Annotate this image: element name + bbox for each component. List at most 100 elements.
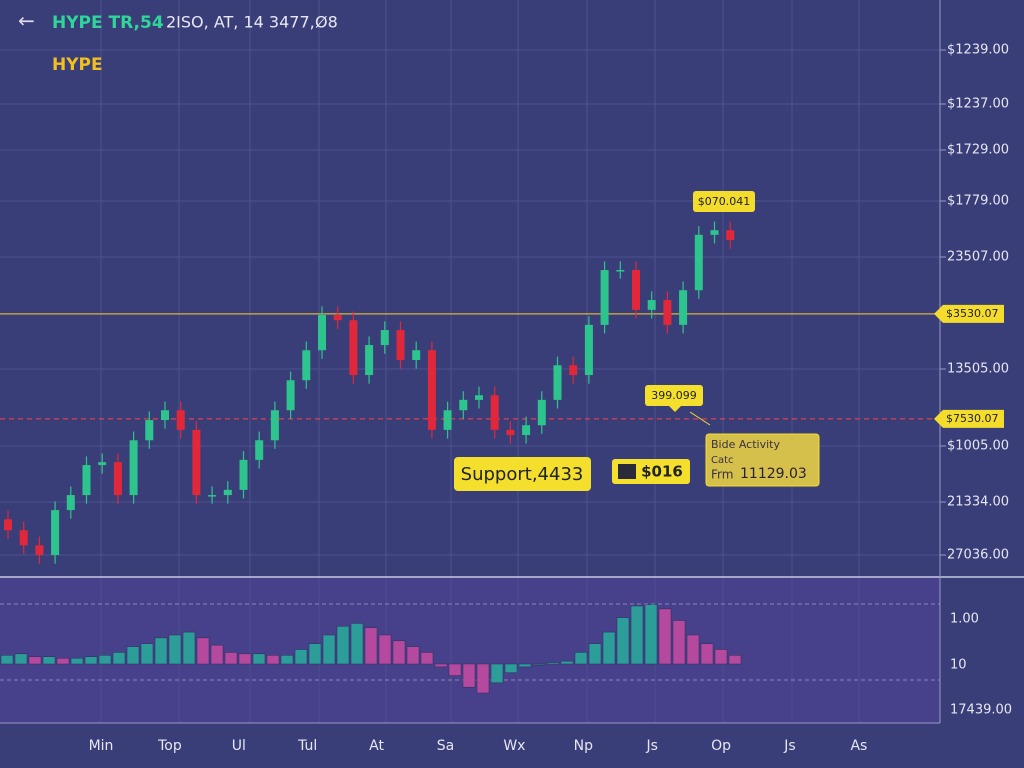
candle-body [286,380,295,411]
indicator-bar [392,640,406,665]
candle-body [726,230,735,241]
indicator-bar [154,637,168,665]
indicator-bar [588,643,602,665]
x-label: Sa [437,738,454,754]
level-pointer [934,304,1004,323]
candle-body [600,270,609,325]
grid [0,0,940,723]
indicator-bar [476,663,490,694]
candle-body [537,399,546,426]
badge-label: $016 [641,463,683,481]
candle-body [443,410,452,430]
x-label: At [369,738,384,754]
candle-body [208,495,217,497]
back-button[interactable]: ← [18,9,35,33]
candle-body [663,300,672,325]
candle-body [475,395,483,400]
indicator-bar [196,637,210,665]
level-label: $7530.07 [946,412,999,425]
candle-body [333,315,342,321]
price-label: $1779.00 [947,194,1009,209]
candle-body [679,290,688,325]
candle-body [616,270,625,272]
x-label: As [850,738,867,754]
candle-body [113,462,122,496]
indicator-bar [490,663,504,684]
indicator-bar [714,649,728,665]
indicator-bar [112,652,126,665]
indicator-bar [448,663,462,676]
indicator-bar [14,653,28,665]
candle-body [51,510,60,556]
candle-body [427,350,436,430]
candle-body [632,270,640,310]
price-label: $1729.00 [947,143,1009,158]
symbol: HYPE TR,54 [52,13,164,33]
box-line: Frm [711,468,733,482]
x-label: Np [574,738,593,754]
box-line: Catc [711,455,734,466]
candle-body [522,425,531,436]
level-pointer [934,409,1004,428]
candle-body [459,399,468,411]
marker-badge: 399.099 [645,385,711,426]
price-label: 13505.00 [947,362,1009,377]
indicator-bar [616,617,630,665]
indicator-bar [42,656,56,665]
candle-body [161,410,169,421]
x-label: Op [711,738,731,754]
indicator-bar [224,652,238,665]
candle-body [82,465,91,496]
indicator-bar [630,605,644,665]
candle-body [365,345,374,376]
x-label: Wx [503,738,525,754]
candle-body [302,350,311,381]
indicator-bar [504,663,518,673]
box-line: Bide Activity [711,438,780,451]
candle-body [255,440,264,460]
x-label: Js [645,738,657,754]
indicator-bar [644,604,658,665]
price-axis: $1239.00 $1237.00 $1729.00 $1779.00 23507.00… [940,43,1012,718]
indicator-label: 1.00 [950,612,979,627]
info-extra: Ø8 [315,13,338,32]
indicator-bar [350,623,364,665]
indicator-bar [364,627,378,665]
candle-body [318,315,326,351]
candle-body [380,330,389,346]
candle-body [412,350,421,361]
price-label: $1239.00 [947,43,1009,58]
candle-body [506,429,515,436]
activity-box: Bide Activity Catc Frm 11129.03 [705,433,820,487]
asset-name: HYPE [52,55,103,75]
indicator-bar [462,663,476,688]
candle-body [349,320,358,376]
indicator-bar [336,626,350,665]
candle-body [584,324,593,376]
peak-label: $070.041 [698,195,751,208]
candle-body [192,429,201,496]
indicator-bar [70,657,84,665]
indicator-bar [406,646,420,665]
price-label: 21334.00 [947,495,1009,510]
candle-body [223,489,232,496]
candle-body [19,530,28,546]
candle-body [66,495,75,511]
indicator-bar [210,644,224,665]
indicator-bar [560,660,574,665]
indicator-bar [686,634,700,665]
indicator-label: 10 [950,658,967,673]
candle-body [694,234,703,291]
indicator-label: 17439.00 [950,703,1012,718]
indicator-bar [294,649,308,665]
price-label: $1237.00 [947,97,1009,112]
x-label: Tul [297,738,317,754]
x-label: Top [157,738,182,754]
indicator-bar [182,631,196,665]
indicator-bar [420,652,434,665]
support-label: Support,4433 [461,464,584,485]
indicator-bar [518,663,532,668]
indicator-bar [126,646,140,665]
indicator-bar [532,663,546,666]
